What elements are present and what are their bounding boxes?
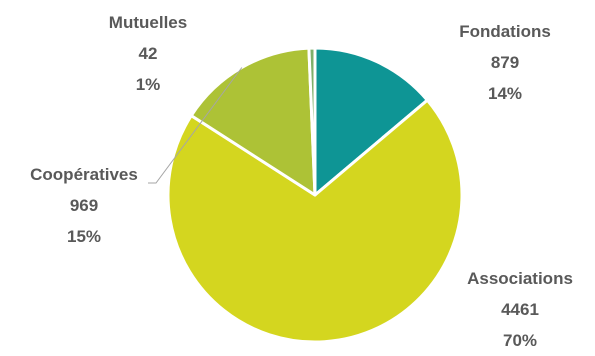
slice-label-associations-value: 4461 (501, 300, 539, 319)
slice-label-mutuelles-name: Mutuelles (109, 13, 187, 32)
slice-label-cooperatives-name: Coopératives (30, 165, 138, 184)
slice-label-cooperatives-value: 969 (70, 196, 98, 215)
slice-label-mutuelles-percent: 1% (136, 75, 161, 94)
slice-associations (166, 98, 464, 344)
slice-label-associations-percent: 70% (503, 331, 537, 350)
slice-label-associations-name: Associations (467, 269, 573, 288)
slice-cooperatives (189, 46, 317, 197)
slice-mutuelles (307, 46, 317, 197)
slice-labels: Fondations 879 14% Associations 4461 70% Coopé… (30, 13, 573, 350)
slice-label-mutuelles-value: 42 (139, 44, 158, 63)
pie-slices (166, 46, 464, 344)
leader-lines (148, 67, 243, 184)
slice-label-fondations-percent: 14% (488, 84, 522, 103)
slice-label-cooperatives-percent: 15% (67, 227, 101, 246)
slice-label-fondations-value: 879 (491, 53, 519, 72)
leader-line-cooperatives (148, 67, 243, 184)
slice-fondations (313, 46, 429, 197)
slice-label-fondations-name: Fondations (459, 22, 551, 41)
